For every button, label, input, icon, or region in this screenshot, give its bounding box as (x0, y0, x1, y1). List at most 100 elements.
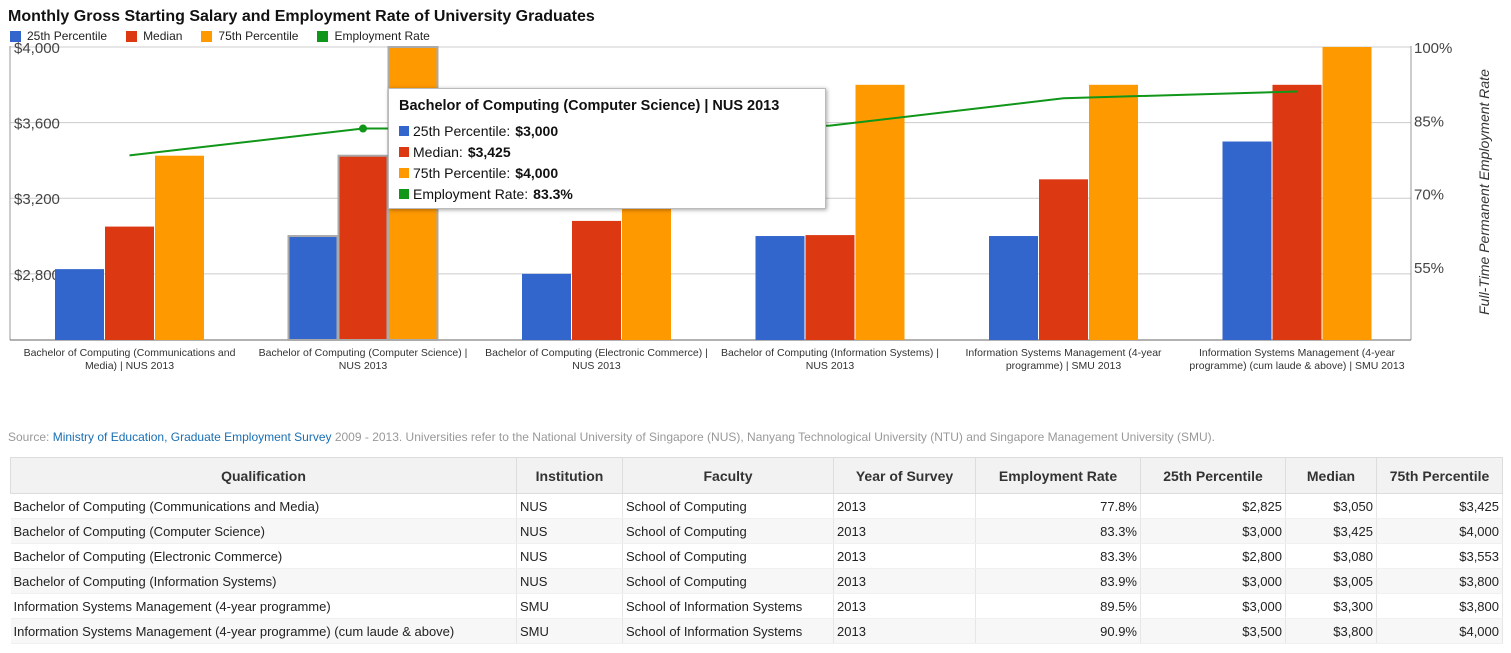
column-header-75th[interactable]: 75th Percentile (1376, 457, 1503, 494)
y-tick-label: $3,600 (14, 116, 60, 133)
bar (287, 235, 339, 341)
bar (55, 269, 104, 340)
tooltip-swatch (399, 146, 409, 157)
cell-employment-rate: 90.9% (975, 618, 1141, 644)
y2-tick-label: 55% (1414, 260, 1444, 277)
cell-75th: $4,000 (1376, 618, 1503, 644)
column-header-year[interactable]: Year of Survey (833, 457, 976, 494)
x-tick-label: Bachelor of Computing (Computer Science)… (259, 347, 468, 359)
cell-faculty: School of Computing (622, 518, 834, 544)
legend-label-25th: 25th Percentile (27, 29, 108, 43)
column-header-employment-rate[interactable]: Employment Rate (975, 457, 1141, 494)
table-row: Bachelor of Computing (Communications an… (10, 493, 1503, 519)
legend-item-25th[interactable]: 25th Percentile (10, 29, 107, 43)
column-header-median[interactable]: Median (1285, 457, 1377, 494)
x-tick-label: programme) (cum laude & above) | SMU 201… (1189, 360, 1404, 372)
cell-25th: $2,800 (1140, 543, 1286, 569)
source-note: Source: Ministry of Education, Graduate … (8, 430, 1215, 444)
legend-swatch-25th (10, 30, 21, 42)
legend-label-75th: 75th Percentile (218, 29, 299, 43)
cell-institution: NUS (516, 543, 623, 569)
bar (1039, 179, 1088, 340)
y-tick-label: $4,000 (14, 40, 60, 57)
column-header-qualification[interactable]: Qualification (10, 457, 517, 494)
x-tick-label: programme) | SMU 2013 (1006, 360, 1122, 372)
x-tick-label: Information Systems Management (4-year (965, 347, 1162, 359)
cell-year: 2013 (833, 518, 976, 544)
y2-tick-label: 85% (1414, 113, 1444, 130)
cell-median: $3,005 (1285, 568, 1377, 594)
x-tick-label: NUS 2013 (572, 360, 621, 372)
table-row: Information Systems Management (4-year p… (10, 593, 1503, 619)
cell-faculty: School of Information Systems (622, 593, 834, 619)
chart-title: Monthly Gross Starting Salary and Employ… (8, 8, 595, 25)
column-header-institution[interactable]: Institution (516, 457, 623, 494)
cell-qualification: Bachelor of Computing (Computer Science) (10, 518, 517, 544)
cell-institution: NUS (516, 518, 623, 544)
bar (155, 155, 204, 340)
legend-item-75th[interactable]: 75th Percentile (201, 29, 298, 43)
x-tick-label: NUS 2013 (806, 360, 855, 372)
tooltip-label: Employment Rate: (413, 185, 529, 202)
legend-item-median[interactable]: Median (126, 29, 182, 43)
table-row: Information Systems Management (4-year p… (10, 618, 1503, 644)
bar (337, 154, 389, 341)
table-header-row: Qualification Institution Faculty Year o… (10, 457, 1503, 494)
bar (755, 236, 805, 340)
chart-tooltip: Bachelor of Computing (Computer Science)… (388, 88, 826, 209)
column-header-faculty[interactable]: Faculty (622, 457, 834, 494)
tooltip-value: $3,000 (515, 122, 559, 139)
cell-year: 2013 (833, 568, 976, 594)
bar (855, 84, 905, 340)
bar (805, 235, 855, 340)
cell-year: 2013 (833, 593, 976, 619)
y-tick-label: $3,200 (14, 191, 60, 208)
cell-faculty: School of Information Systems (622, 618, 834, 644)
tooltip-value: $3,425 (467, 143, 511, 160)
cell-qualification: Bachelor of Computing (Electronic Commer… (10, 543, 517, 569)
cell-faculty: School of Computing (622, 493, 834, 519)
x-tick-label: NUS 2013 (339, 360, 388, 372)
cell-median: $3,080 (1285, 543, 1377, 569)
table-row: Bachelor of Computing (Computer Science)… (10, 518, 1503, 544)
cell-year: 2013 (833, 493, 976, 519)
tooltip-label: 25th Percentile: (413, 122, 511, 139)
cell-25th: $3,500 (1140, 618, 1286, 644)
y2-tick-label: 70% (1414, 187, 1444, 204)
x-tick-label: Bachelor of Computing (Information Syste… (721, 347, 939, 359)
cell-institution: NUS (516, 568, 623, 594)
x-tick-label: Bachelor of Computing (Communications an… (24, 347, 236, 359)
cell-institution: SMU (516, 593, 623, 619)
bar (522, 273, 571, 340)
cell-year: 2013 (833, 618, 976, 644)
x-tick-label: Bachelor of Computing (Electronic Commer… (485, 347, 708, 359)
chart-legend: 25th Percentile Median 75th Percentile E… (10, 29, 449, 43)
column-header-25th[interactable]: 25th Percentile (1140, 457, 1286, 494)
legend-item-employment-rate[interactable]: Employment Rate (317, 29, 430, 43)
cell-employment-rate: 83.3% (975, 543, 1141, 569)
y-tick-label: $2,800 (14, 267, 60, 284)
cell-median: $3,800 (1285, 618, 1377, 644)
tooltip-row: 75th Percentile: $4,000 (399, 162, 815, 183)
cell-25th: $3,000 (1140, 593, 1286, 619)
cell-75th: $3,800 (1376, 568, 1503, 594)
cell-faculty: School of Computing (622, 543, 834, 569)
cell-employment-rate: 83.9% (975, 568, 1141, 594)
chart-svg: $4,000 $3,600 $3,200 $2,800 100% 85% 70% 55% Bac… (9, 40, 1492, 372)
cell-institution: SMU (516, 618, 623, 644)
x-tick-label: Information Systems Management (4-year (1199, 347, 1396, 359)
table-row: Bachelor of Computing (Electronic Commer… (10, 543, 1503, 569)
data-table: Qualification Institution Faculty Year o… (10, 457, 1503, 644)
cell-faculty: School of Computing (622, 568, 834, 594)
tooltip-value: 83.3% (533, 185, 573, 202)
employment-rate-point (359, 124, 367, 133)
tooltip-swatch (399, 167, 409, 178)
cell-qualification: Information Systems Management (4-year p… (10, 618, 517, 644)
source-link[interactable]: Ministry of Education, Graduate Employme… (52, 430, 332, 444)
cell-75th: $3,800 (1376, 593, 1503, 619)
y2-tick-label: 100% (1414, 40, 1452, 57)
table-row: Bachelor of Computing (Information Syste… (10, 568, 1503, 594)
cell-qualification: Bachelor of Computing (Information Syste… (10, 568, 517, 594)
cell-employment-rate: 83.3% (975, 518, 1141, 544)
cell-75th: $3,425 (1376, 493, 1503, 519)
